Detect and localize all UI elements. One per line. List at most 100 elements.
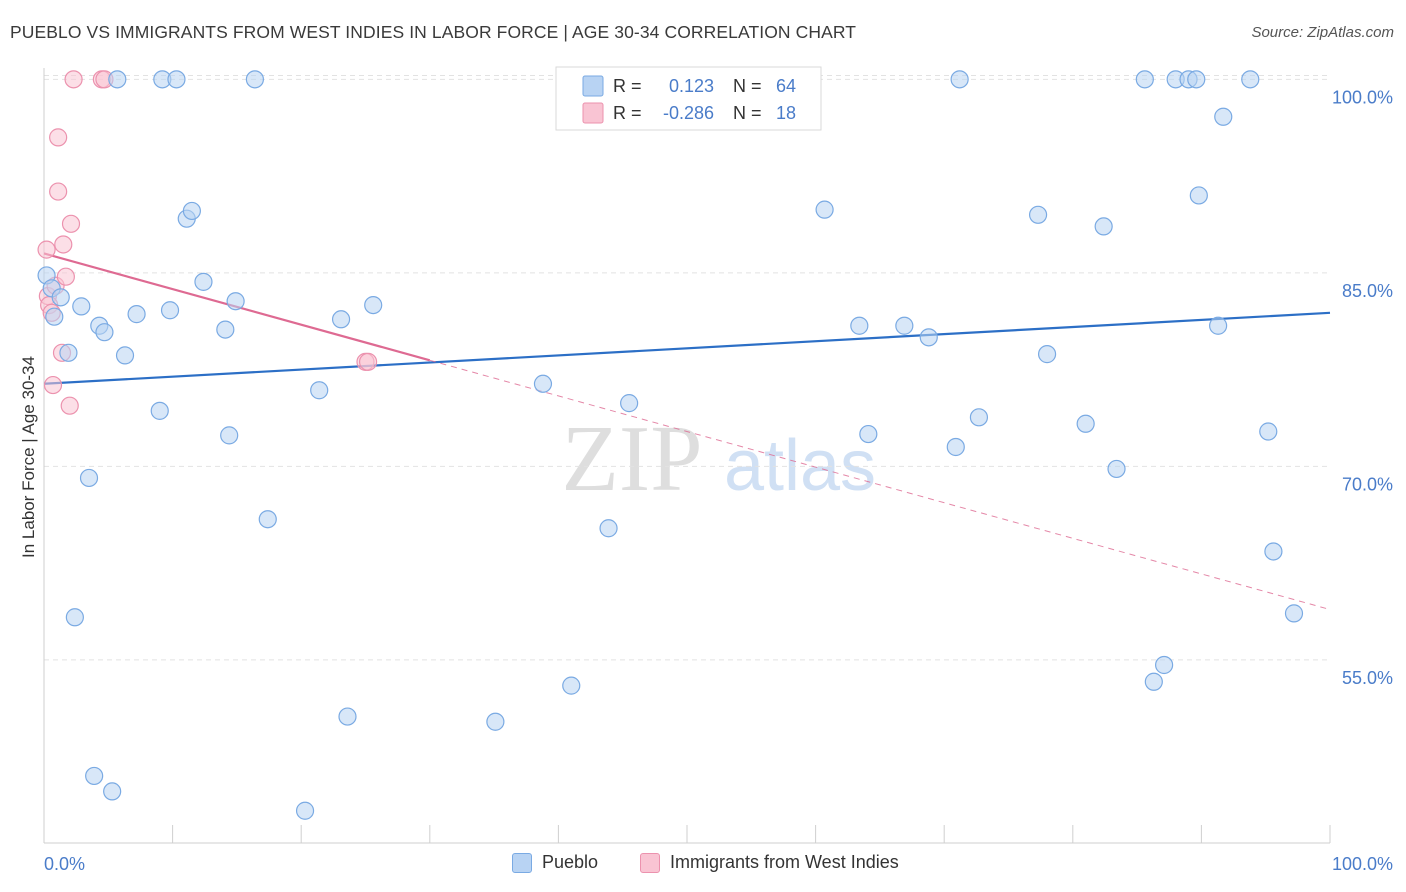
- point-pueblo-30: [338, 707, 357, 726]
- point-pueblo-6: [72, 297, 91, 316]
- stats-n-label-west-indies: N =: [733, 103, 762, 123]
- point-pueblo-5: [65, 608, 84, 627]
- point-pueblo-52: [1135, 70, 1154, 89]
- point-west-indies-7: [49, 182, 68, 201]
- point-pueblo-49: [1076, 414, 1095, 433]
- tick-labels: 55.0% 70.0% 85.0% 100.0% 0.0% 100.0%: [44, 87, 1393, 874]
- point-pueblo-20: [182, 201, 201, 221]
- point-pueblo-26: [258, 510, 277, 529]
- legend-swatch-west-indies: [640, 852, 660, 873]
- point-pueblo-25: [245, 70, 265, 89]
- point-pueblo-11: [103, 782, 122, 801]
- point-pueblo-54: [1155, 655, 1174, 675]
- point-pueblo-10: [95, 323, 114, 342]
- point-west-indies-13: [64, 70, 83, 89]
- stats-n-value-west-indies: 18: [776, 103, 796, 123]
- y-tick-label-3: 100.0%: [1332, 87, 1393, 107]
- source-label: Source: ZipAtlas.com: [1251, 24, 1394, 41]
- data-points: [37, 70, 1304, 820]
- stats-n-value-pueblo: 64: [776, 76, 796, 96]
- point-pueblo-13: [115, 346, 135, 365]
- point-pueblo-47: [1028, 205, 1048, 224]
- point-pueblo-4: [59, 343, 78, 362]
- point-pueblo-44: [946, 437, 965, 457]
- point-pueblo-53: [1144, 672, 1163, 691]
- point-pueblo-18: [167, 70, 186, 89]
- stats-n-label-pueblo: N =: [733, 76, 762, 96]
- point-pueblo-36: [620, 394, 639, 413]
- point-pueblo-40: [850, 316, 869, 335]
- point-pueblo-15: [150, 401, 169, 420]
- legend-item-west-indies[interactable]: Immigrants from West Indies: [640, 852, 899, 873]
- legend-label-pueblo: Pueblo: [542, 852, 599, 872]
- point-pueblo-61: [1241, 70, 1260, 89]
- stats-legend-swatch-west-indies: [582, 102, 604, 124]
- point-pueblo-58: [1189, 186, 1208, 205]
- point-pueblo-60: [1214, 107, 1233, 126]
- point-pueblo-50: [1094, 217, 1113, 236]
- point-west-indies-9: [54, 235, 73, 254]
- point-pueblo-14: [127, 305, 146, 324]
- axes: [43, 68, 1331, 844]
- y-tick-label-2: 85.0%: [1342, 281, 1393, 301]
- watermark-zip: ZIP: [562, 407, 703, 511]
- watermark: ZIP atlas: [562, 407, 877, 511]
- point-pueblo-2: [45, 307, 64, 326]
- point-pueblo-8: [85, 766, 104, 786]
- grid: [44, 74, 1330, 661]
- point-pueblo-32: [486, 712, 505, 731]
- stats-r-value-pueblo: 0.123: [669, 76, 714, 96]
- point-pueblo-3: [51, 288, 70, 307]
- legend-swatch-pueblo: [512, 852, 532, 873]
- point-pueblo-42: [895, 316, 914, 335]
- y-axis-label: In Labor Force | Age 30-34: [19, 356, 38, 558]
- stats-r-value-west-indies: -0.286: [663, 103, 714, 123]
- x-tick-label-1: 100.0%: [1332, 854, 1393, 874]
- point-pueblo-62: [1259, 422, 1278, 441]
- point-pueblo-27: [295, 801, 315, 820]
- point-pueblo-64: [1284, 604, 1304, 623]
- legend-label-west-indies: Immigrants from West Indies: [670, 852, 899, 872]
- point-pueblo-48: [1037, 345, 1057, 364]
- point-pueblo-39: [815, 200, 834, 219]
- point-west-indies-17: [358, 352, 378, 371]
- point-pueblo-31: [364, 295, 383, 315]
- y-tick-label-1: 70.0%: [1342, 474, 1393, 494]
- point-pueblo-7: [79, 468, 99, 488]
- x-tick-label-0: 0.0%: [44, 854, 85, 874]
- point-pueblo-45: [950, 70, 969, 89]
- trend-line-west-indies-extension: [429, 359, 1331, 611]
- point-pueblo-59: [1209, 316, 1228, 335]
- point-pueblo-41: [859, 424, 878, 444]
- point-pueblo-34: [562, 676, 581, 695]
- chart-title: PUEBLO VS IMMIGRANTS FROM WEST INDIES IN…: [10, 22, 857, 42]
- point-west-indies-6: [49, 128, 68, 147]
- legend-item-pueblo[interactable]: Pueblo: [512, 852, 598, 873]
- point-pueblo-46: [969, 408, 989, 427]
- point-pueblo-33: [533, 374, 553, 393]
- point-pueblo-22: [216, 320, 235, 339]
- point-pueblo-35: [599, 519, 618, 538]
- point-west-indies-0: [37, 240, 56, 259]
- point-west-indies-10: [56, 267, 75, 286]
- point-pueblo-17: [160, 301, 180, 320]
- point-pueblo-51: [1107, 459, 1126, 479]
- point-west-indies-4: [43, 375, 63, 395]
- trend-line-pueblo: [43, 311, 1331, 385]
- point-pueblo-63: [1264, 542, 1283, 561]
- stats-r-label-west-indies: R =: [613, 103, 642, 123]
- stats-r-label-pueblo: R =: [613, 76, 642, 96]
- point-pueblo-43: [919, 328, 938, 347]
- point-west-indies-11: [60, 396, 79, 415]
- point-pueblo-12: [108, 70, 127, 89]
- point-pueblo-21: [194, 272, 213, 291]
- series-legend: Pueblo Immigrants from West Indies: [0, 852, 1406, 878]
- point-pueblo-24: [226, 292, 245, 311]
- stats-legend-swatch-pueblo: [582, 75, 604, 97]
- stats-legend: R = 0.123 N = 64 R = -0.286 N = 18: [555, 66, 822, 131]
- point-west-indies-12: [61, 214, 81, 233]
- point-pueblo-23: [220, 426, 239, 445]
- y-tick-label-0: 55.0%: [1342, 668, 1393, 688]
- point-pueblo-29: [331, 310, 351, 329]
